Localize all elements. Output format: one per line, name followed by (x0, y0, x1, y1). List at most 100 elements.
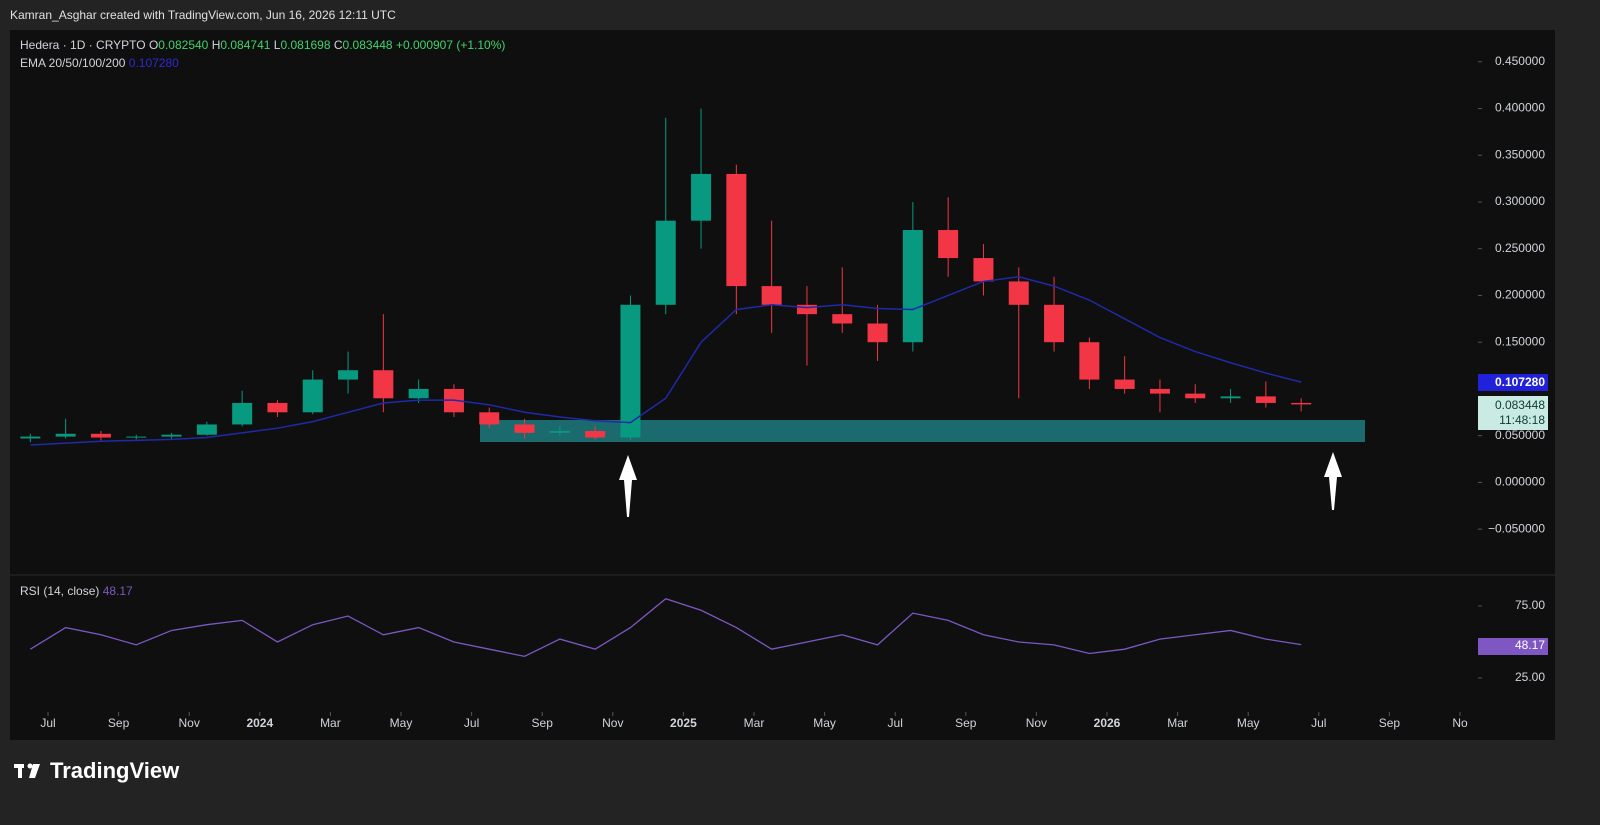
candle-body (196, 424, 217, 435)
quote-label: L (274, 38, 281, 52)
x-tick-label: Nov (1026, 716, 1047, 730)
quote-label: O (149, 38, 158, 52)
candle-body (549, 430, 570, 433)
arrow (1324, 452, 1342, 510)
x-tick-label: Mar (320, 716, 341, 730)
x-tick-label: 2025 (670, 716, 697, 730)
candle-body (620, 304, 641, 438)
quote-label: C (334, 38, 343, 52)
quote-value: 0.081698 (280, 38, 330, 52)
rsi-legend: RSI (14, close) 48.17 (20, 584, 133, 598)
x-tick-label: May (813, 716, 836, 730)
x-tick-label: Mar (744, 716, 765, 730)
y-tick-label: 0.000000 (1495, 475, 1545, 489)
candle-body (691, 173, 712, 221)
candle-body (408, 388, 429, 399)
x-tick-label: 2026 (1094, 716, 1121, 730)
candle-body (373, 370, 394, 399)
candle-body (867, 323, 888, 343)
candle-body (514, 424, 535, 433)
x-tick-label: Nov (602, 716, 623, 730)
ema-value: 0.107280 (129, 56, 179, 70)
y-tick-label: 0.350000 (1495, 147, 1545, 161)
candle-body (55, 433, 76, 437)
ema-legend: EMA 20/50/100/200 0.107280 (20, 56, 179, 70)
rsi-tag-text: 48.17 (1515, 638, 1545, 652)
candle-body (973, 258, 994, 282)
candle-body (161, 434, 182, 437)
y-tick-label: 25.00 (1515, 670, 1545, 684)
candle-body (1220, 396, 1241, 399)
countdown-text: 11:48:18 (1499, 413, 1545, 427)
candle-body (267, 402, 288, 413)
quote-value: 0.082540 (158, 38, 208, 52)
x-tick-label: Nov (179, 716, 200, 730)
y-tick-label: 0.200000 (1495, 288, 1545, 302)
symbol: Hedera · 1D · CRYPTO (20, 38, 146, 52)
x-tick-label: May (1237, 716, 1260, 730)
x-tick-label: Sep (955, 716, 977, 730)
candle-body (1008, 281, 1029, 305)
x-tick-label: Sep (532, 716, 554, 730)
candle-body (1149, 388, 1170, 394)
candle-body (90, 433, 111, 438)
x-tick-label: May (390, 716, 413, 730)
x-tick-label: Jul (464, 716, 479, 730)
rsi-tag (1478, 638, 1548, 655)
candle-body (938, 230, 959, 259)
ema-line (30, 275, 1302, 446)
y-tick-label: 0.300000 (1495, 194, 1545, 208)
candle-body (832, 314, 853, 324)
candle-body (1114, 379, 1135, 389)
rsi-name: RSI (14, close) (20, 584, 99, 598)
candle-body (1079, 342, 1100, 380)
candle-body (232, 402, 253, 425)
x-tick-label: No (1452, 716, 1468, 730)
legend: Hedera · 1D · CRYPTO O0.082540 H0.084741… (20, 38, 505, 52)
x-tick-label: Mar (1167, 716, 1188, 730)
candle-body (655, 220, 676, 305)
ema-tag (1478, 374, 1548, 391)
y-tick-label: 0.050000 (1495, 428, 1545, 442)
ema-name: EMA 20/50/100/200 (20, 56, 126, 70)
arrow (619, 455, 637, 517)
candle-body (585, 430, 606, 438)
candle-body (1291, 402, 1312, 405)
candle-body (761, 286, 782, 305)
x-tick-label: Jul (1311, 716, 1326, 730)
x-tick-label: Jul (40, 716, 55, 730)
y-tick-label: 0.150000 (1495, 334, 1545, 348)
last-price-tag (1478, 396, 1548, 430)
y-tick-label: 0.450000 (1495, 54, 1545, 68)
candle-body (338, 370, 359, 380)
candle-body (302, 379, 323, 413)
y-tick-label: 75.00 (1515, 598, 1545, 612)
candle-body (1044, 304, 1065, 343)
brand: TradingView (50, 758, 180, 783)
candle-body (20, 436, 41, 439)
rsi-value: 48.17 (103, 584, 133, 598)
rsi-line (30, 598, 1302, 658)
y-tick-label: −0.050000 (1488, 521, 1545, 535)
ema-tag-text: 0.107280 (1495, 375, 1545, 389)
quote-value: 0.084741 (220, 38, 270, 52)
x-tick-label: Sep (108, 716, 130, 730)
x-tick-label: Sep (1379, 716, 1401, 730)
logo-mark (14, 763, 40, 778)
last-price-text: 0.083448 (1495, 398, 1545, 412)
chart-panel (10, 30, 1555, 740)
candle-body (126, 436, 147, 438)
candle-body (1255, 396, 1276, 403)
header: Kamran_Asghar created with TradingView.c… (10, 8, 396, 22)
quote-value: 0.083448 (343, 38, 393, 52)
candle-body (726, 173, 747, 287)
quote-label: H (212, 38, 221, 52)
candle-body (796, 304, 817, 315)
x-tick-label: 2024 (246, 716, 273, 730)
candle-body (902, 230, 923, 343)
x-tick-label: Jul (888, 716, 903, 730)
change: +0.000907 (+1.10%) (396, 38, 505, 52)
support-zone (480, 420, 1365, 442)
